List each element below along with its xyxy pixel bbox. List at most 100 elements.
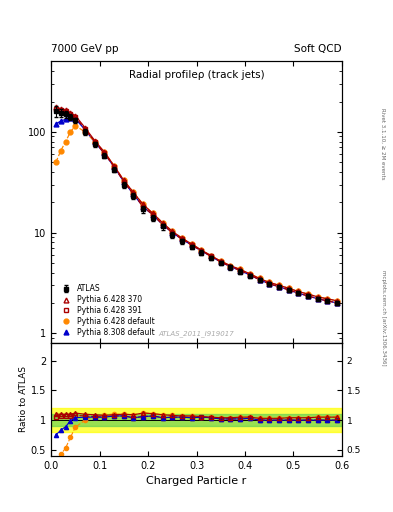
Pythia 6.428 default: [151, 210, 155, 217]
Pythia 6.428 default: [286, 285, 291, 291]
X-axis label: Charged Particle r: Charged Particle r: [146, 476, 247, 486]
Pythia 6.428 370: [112, 163, 116, 169]
Bar: [51, 414, 342, 426]
Pythia 6.428 370: [63, 107, 68, 113]
Pythia 6.428 391: [92, 139, 97, 145]
Pythia 8.308 default: [238, 267, 242, 273]
Pythia 6.428 391: [83, 126, 87, 132]
Pythia 6.428 370: [315, 294, 320, 300]
Pythia 8.308 default: [53, 121, 58, 127]
Pythia 6.428 370: [248, 271, 252, 277]
Pythia 8.308 default: [121, 179, 126, 185]
Pythia 6.428 370: [53, 104, 58, 111]
Y-axis label: Ratio to ATLAS: Ratio to ATLAS: [19, 367, 28, 432]
Pythia 6.428 370: [73, 113, 78, 119]
Pythia 6.428 391: [160, 222, 165, 228]
Pythia 6.428 370: [296, 288, 301, 294]
Pythia 6.428 default: [68, 129, 73, 135]
Pythia 6.428 391: [315, 296, 320, 302]
Pythia 6.428 default: [112, 163, 116, 169]
Pythia 6.428 default: [306, 291, 310, 297]
Pythia 6.428 391: [209, 253, 213, 260]
Pythia 8.308 default: [102, 151, 107, 157]
Pythia 6.428 370: [121, 177, 126, 183]
Pythia 6.428 default: [325, 296, 330, 302]
Pythia 8.308 default: [68, 115, 73, 121]
Pythia 6.428 391: [63, 108, 68, 114]
Pythia 6.428 370: [102, 149, 107, 155]
Legend: ATLAS, Pythia 6.428 370, Pythia 6.428 391, Pythia 6.428 default, Pythia 8.308 de: ATLAS, Pythia 6.428 370, Pythia 6.428 39…: [55, 282, 157, 339]
Pythia 6.428 391: [238, 267, 242, 273]
Pythia 8.308 default: [219, 259, 223, 265]
Pythia 8.308 default: [228, 264, 233, 270]
Pythia 6.428 391: [199, 248, 204, 254]
Pythia 6.428 default: [102, 149, 107, 155]
Pythia 6.428 391: [228, 264, 233, 270]
Pythia 6.428 370: [131, 189, 136, 196]
Pythia 6.428 391: [180, 236, 184, 242]
Pythia 6.428 default: [209, 252, 213, 259]
Pythia 8.308 default: [257, 276, 262, 283]
Pythia 8.308 default: [180, 236, 184, 242]
Text: Rivet 3.1.10, ≥ 2M events: Rivet 3.1.10, ≥ 2M events: [381, 108, 386, 179]
Pythia 6.428 370: [199, 247, 204, 253]
Pythia 6.428 370: [151, 210, 155, 217]
Pythia 6.428 370: [228, 263, 233, 269]
Pythia 6.428 391: [189, 242, 194, 248]
Pythia 6.428 370: [286, 285, 291, 291]
Pythia 8.308 default: [73, 116, 78, 122]
Line: Pythia 8.308 default: Pythia 8.308 default: [53, 115, 340, 305]
Pythia 6.428 391: [59, 107, 63, 113]
Text: ATLAS_2011_I919017: ATLAS_2011_I919017: [159, 331, 234, 337]
Pythia 6.428 391: [151, 212, 155, 218]
Pythia 6.428 default: [238, 266, 242, 272]
Pythia 8.308 default: [315, 296, 320, 302]
Pythia 6.428 391: [68, 111, 73, 117]
Pythia 6.428 391: [219, 259, 223, 265]
Pythia 6.428 default: [335, 298, 340, 304]
Pythia 6.428 391: [267, 281, 272, 287]
Pythia 6.428 370: [209, 252, 213, 259]
Text: mcplots.cern.ch [arXiv:1306.3436]: mcplots.cern.ch [arXiv:1306.3436]: [381, 270, 386, 365]
Pythia 8.308 default: [83, 126, 87, 133]
Pythia 6.428 default: [53, 159, 58, 165]
Pythia 8.308 default: [92, 139, 97, 145]
Pythia 6.428 370: [68, 110, 73, 116]
Pythia 6.428 default: [277, 282, 281, 288]
Text: Radial profileρ (track jets): Radial profileρ (track jets): [129, 70, 264, 80]
Pythia 6.428 370: [141, 201, 145, 207]
Pythia 6.428 default: [180, 235, 184, 241]
Pythia 6.428 391: [335, 300, 340, 306]
Pythia 8.308 default: [170, 229, 174, 236]
Line: Pythia 6.428 391: Pythia 6.428 391: [53, 106, 340, 305]
Pythia 6.428 370: [189, 241, 194, 247]
Pythia 6.428 default: [199, 247, 204, 253]
Pythia 8.308 default: [296, 290, 301, 296]
Pythia 8.308 default: [59, 118, 63, 124]
Pythia 6.428 370: [83, 124, 87, 131]
Pythia 6.428 370: [160, 220, 165, 226]
Pythia 6.428 370: [170, 228, 174, 234]
Pythia 6.428 391: [248, 272, 252, 278]
Pythia 6.428 370: [219, 258, 223, 264]
Pythia 6.428 default: [219, 258, 223, 264]
Pythia 6.428 default: [296, 288, 301, 294]
Pythia 6.428 391: [277, 284, 281, 290]
Pythia 6.428 391: [131, 191, 136, 197]
Pythia 8.308 default: [112, 164, 116, 170]
Pythia 6.428 default: [267, 280, 272, 286]
Pythia 6.428 default: [131, 189, 136, 196]
Line: Pythia 6.428 370: Pythia 6.428 370: [53, 105, 340, 303]
Pythia 6.428 370: [277, 282, 281, 288]
Pythia 6.428 391: [141, 204, 145, 210]
Pythia 6.428 default: [121, 177, 126, 183]
Pythia 6.428 391: [257, 276, 262, 283]
Pythia 8.308 default: [151, 212, 155, 218]
Text: 7000 GeV pp: 7000 GeV pp: [51, 44, 119, 54]
Pythia 6.428 default: [141, 201, 145, 207]
Pythia 8.308 default: [286, 287, 291, 293]
Pythia 6.428 391: [325, 298, 330, 304]
Pythia 6.428 391: [102, 151, 107, 157]
Pythia 6.428 391: [170, 229, 174, 236]
Pythia 6.428 370: [267, 280, 272, 286]
